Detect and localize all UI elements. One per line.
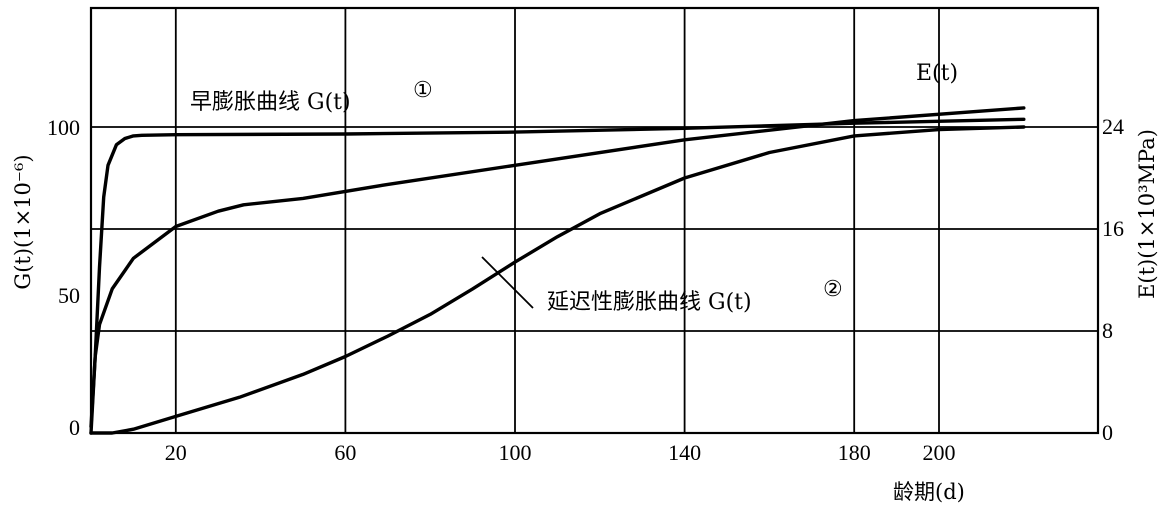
- y-right-tick-label: 8: [1102, 318, 1113, 343]
- delayed-leader-line: [481, 256, 534, 309]
- x-tick-label: 20: [165, 440, 187, 465]
- plot-frame: [89, 6, 1100, 435]
- e-t-label: E(t): [916, 61, 958, 86]
- ticks: 20 60 100 140 180 200 0 50 100 0 8 16 24: [47, 114, 1124, 465]
- delayed-expansion-marker: ②: [823, 277, 843, 302]
- delayed-expansion-label: 延迟性膨胀曲线 G(t): [547, 290, 752, 315]
- y-left-axis-title: G(t)(1×10⁻⁶): [11, 154, 35, 289]
- y-left-tick-label: 100: [47, 115, 80, 140]
- y-right-tick-label: 24: [1102, 114, 1124, 139]
- y-left-tick-label: 0: [69, 415, 80, 440]
- series-line-2: [89, 106, 1026, 435]
- x-tick-label: 100: [499, 440, 532, 465]
- y-right-tick-label: 0: [1102, 420, 1113, 445]
- early-expansion-marker: ①: [413, 78, 433, 103]
- x-tick-label: 60: [334, 440, 356, 465]
- y-right-tick-label: 16: [1102, 216, 1124, 241]
- y-right-axis-title: E(t)(1×10³MPa): [1135, 129, 1159, 299]
- grid: [91, 8, 1098, 433]
- x-tick-label: 140: [668, 440, 701, 465]
- x-axis-title: 龄期(d): [893, 480, 965, 504]
- y-left-tick-label: 50: [58, 283, 80, 308]
- x-tick-label: 200: [923, 440, 956, 465]
- series-line-1: [89, 117, 1026, 429]
- curves: [89, 106, 1026, 435]
- series-line-3: [89, 125, 1026, 435]
- x-tick-label: 180: [838, 440, 871, 465]
- early-expansion-label: 早膨胀曲线 G(t): [190, 90, 351, 115]
